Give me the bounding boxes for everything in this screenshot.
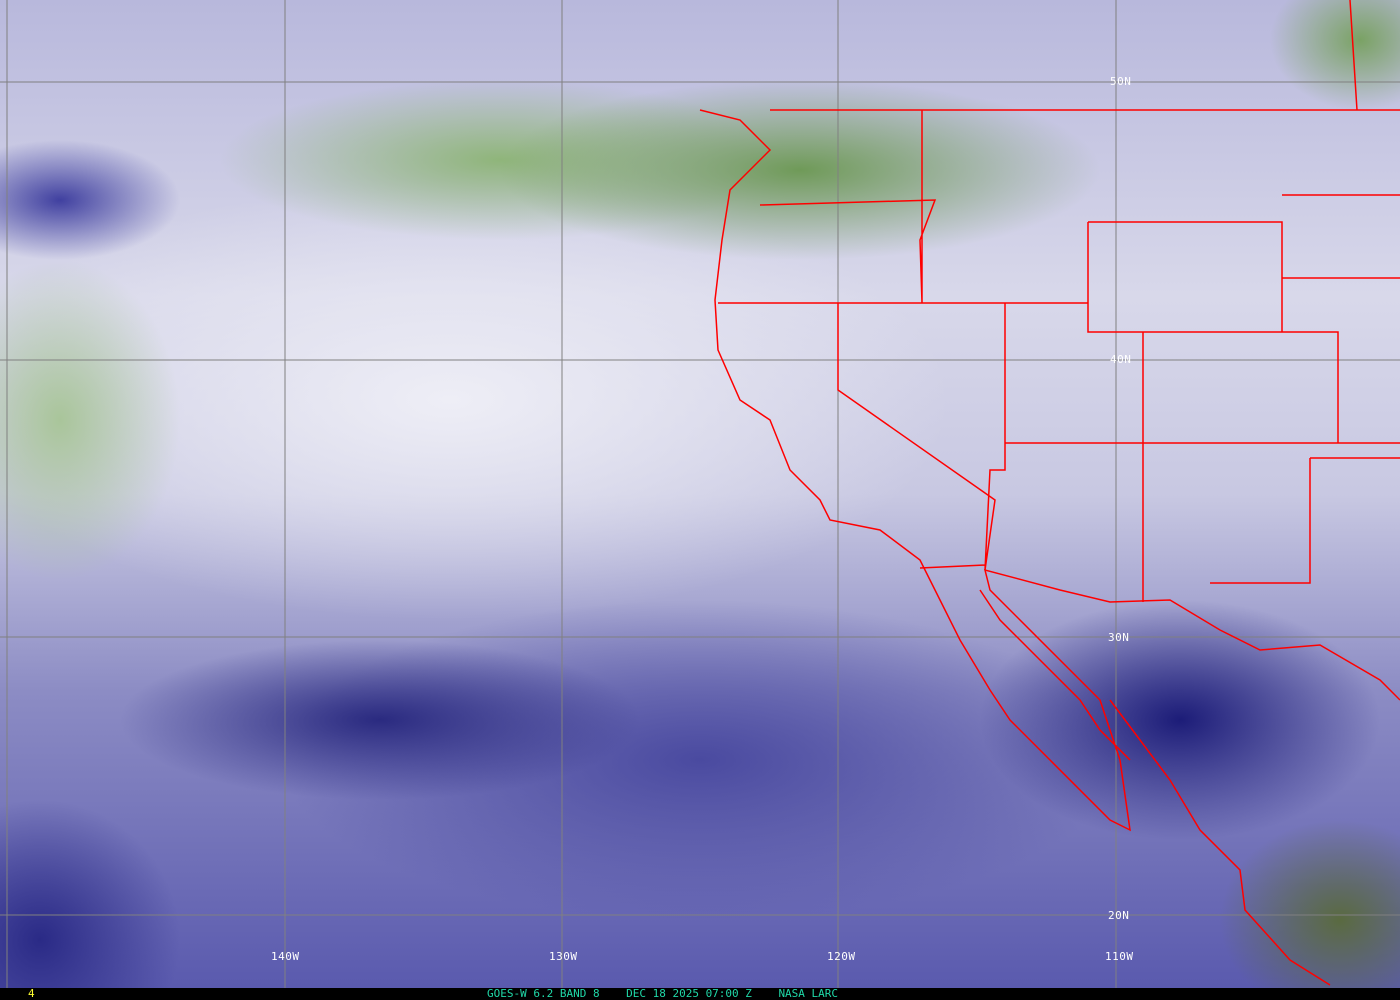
lon-label-130w: 130W xyxy=(549,950,578,963)
lat-label-40n: 40N xyxy=(1110,353,1132,366)
political-borders xyxy=(699,0,1400,986)
source-label: NASA LARC xyxy=(778,987,839,1000)
lat-label-20n: 20N xyxy=(1108,909,1130,922)
lon-label-120w: 120W xyxy=(827,950,856,963)
timestamp: DEC 18 2025 07:00 Z xyxy=(626,987,752,1000)
frame-number: 4 xyxy=(28,987,35,1000)
lat-label-30n: 30N xyxy=(1108,631,1130,644)
satellite-band: GOES-W 6.2 BAND 8 xyxy=(487,987,600,1000)
baja-gulf-coast xyxy=(979,589,1131,761)
lon-label-110w: 110W xyxy=(1105,950,1134,963)
mexico-coast xyxy=(1109,699,1331,986)
lat-label-50n: 50N xyxy=(1110,75,1132,88)
caption-bar: 4 GOES-W 6.2 BAND 8 DEC 18 2025 07:00 Z … xyxy=(0,988,1400,1000)
lon-label-140w: 140W xyxy=(271,950,300,963)
coastline xyxy=(699,109,1400,832)
caption: GOES-W 6.2 BAND 8 DEC 18 2025 07:00 Z NA… xyxy=(487,988,838,1000)
state-borders xyxy=(718,0,1400,602)
